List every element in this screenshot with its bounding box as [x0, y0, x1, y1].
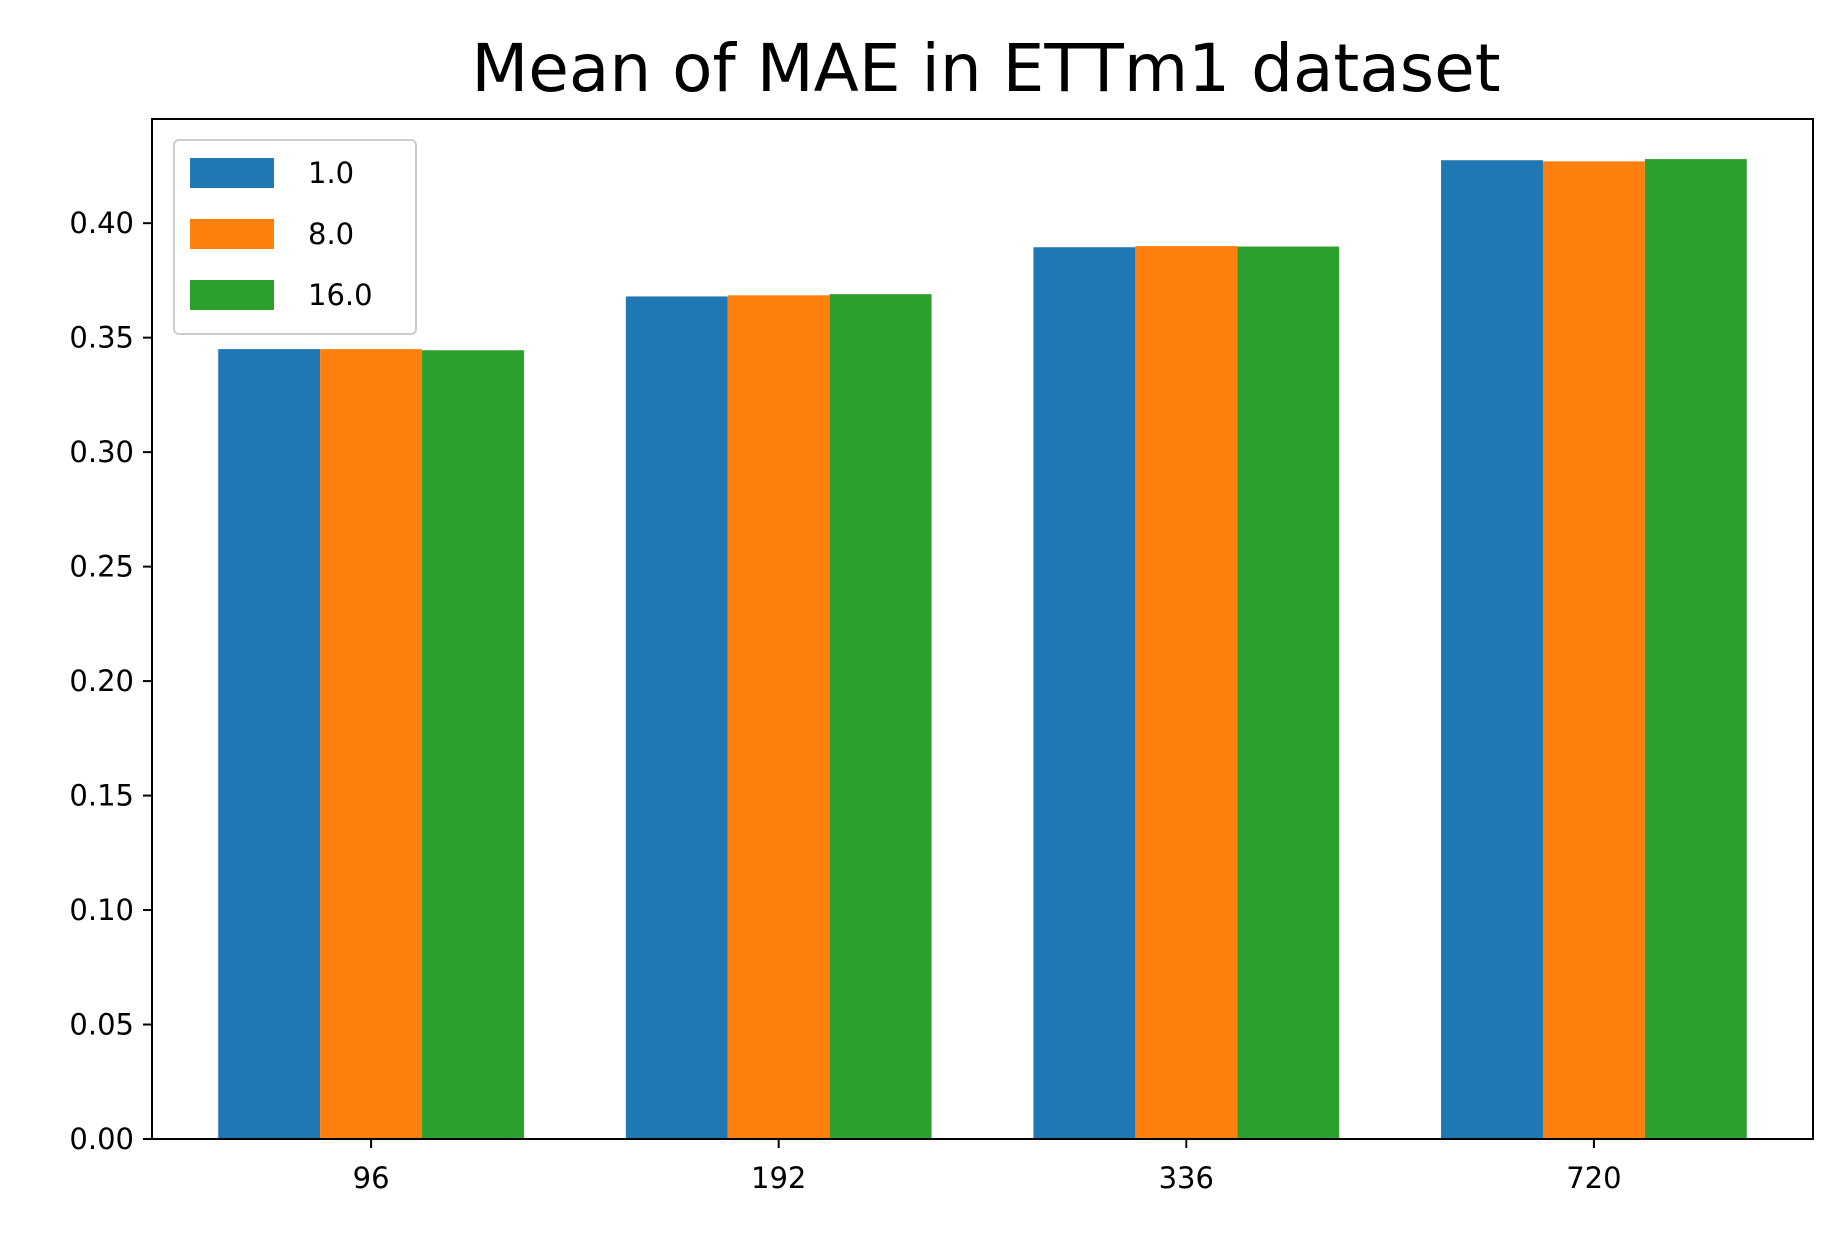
y-tick-label: 0.15 [69, 779, 134, 813]
y-tick-label: 0.25 [69, 550, 134, 584]
bar-8.0-192 [727, 295, 830, 1140]
x-axis: 96 192 336 720 [353, 1139, 1622, 1195]
bar-1.0-96 [218, 349, 321, 1139]
bar-16.0-192 [829, 294, 932, 1140]
bar-1.0-192 [625, 296, 728, 1140]
legend-swatch-8.0 [190, 219, 274, 249]
x-tick-label: 192 [751, 1161, 806, 1195]
bars-layer [218, 159, 1747, 1140]
bar-1.0-720 [1441, 160, 1543, 1139]
bar-16.0-720 [1644, 159, 1747, 1140]
legend-label-1.0: 1.0 [308, 156, 354, 190]
x-tick-label: 720 [1566, 1161, 1621, 1195]
y-tick-label: 0.20 [69, 664, 134, 698]
y-tick-label: 0.10 [69, 893, 134, 927]
legend: 1.0 8.0 16.0 [173, 139, 417, 335]
bar-16.0-96 [422, 350, 524, 1139]
bar-16.0-336 [1237, 246, 1340, 1139]
bar-8.0-96 [320, 349, 423, 1139]
chart-title: Mean of MAE in ETTm1 dataset [471, 30, 1500, 107]
plot-frame [151, 118, 1814, 1140]
legend-swatch-16.0 [190, 280, 274, 310]
legend-swatch-1.0 [190, 158, 274, 188]
y-tick-label: 0.40 [69, 206, 134, 240]
y-tick-label: 0.05 [69, 1008, 134, 1042]
y-tick-label: 0.30 [69, 435, 134, 469]
y-axis: 0.00 0.05 0.10 0.15 0.20 0.25 0.30 0.35 0.40 [69, 206, 152, 1156]
legend-label-8.0: 8.0 [308, 217, 354, 251]
x-tick-label: 96 [353, 1161, 390, 1195]
y-tick-label: 0.00 [69, 1122, 134, 1156]
x-tick-label: 336 [1159, 1161, 1214, 1195]
bar-1.0-336 [1033, 247, 1136, 1140]
bar-8.0-336 [1135, 246, 1238, 1140]
y-tick-label: 0.35 [69, 321, 134, 355]
legend-label-16.0: 16.0 [308, 278, 373, 312]
bar-8.0-720 [1542, 161, 1645, 1139]
